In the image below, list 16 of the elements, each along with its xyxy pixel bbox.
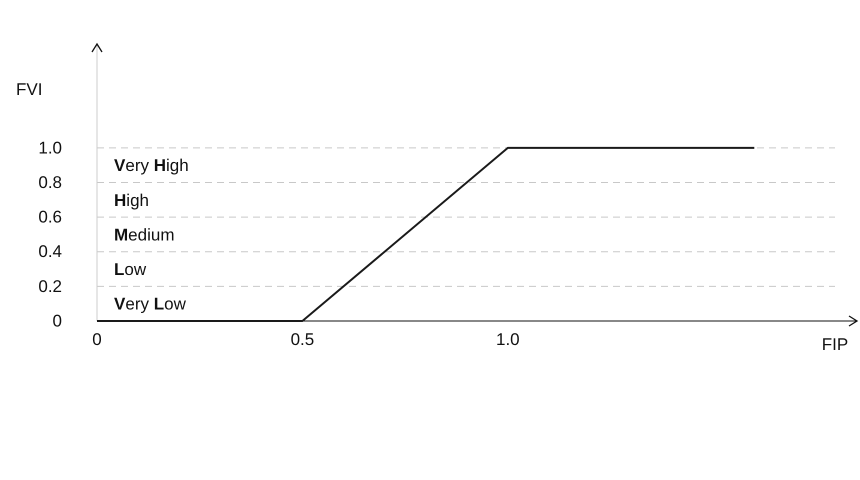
y-tick-label: 0.8 [38, 172, 62, 192]
y-tick-label: 0.2 [38, 276, 62, 296]
y-tick-label: 0.4 [38, 242, 62, 262]
annotation: Low [114, 260, 147, 280]
annotation: Very Low [114, 294, 187, 314]
y-tick-label: 0 [52, 311, 62, 330]
annotation: Medium [114, 225, 175, 244]
y-tick-label: 1.0 [38, 138, 62, 158]
x-tick-label: 0.5 [290, 330, 314, 350]
x-tick-label: 1.0 [496, 330, 520, 350]
x-tick-label: 0 [92, 330, 102, 350]
x-axis-title: FIP [822, 335, 848, 354]
annotation: High [114, 190, 149, 210]
y-axis-title: FVI [16, 80, 42, 99]
y-tick-label: 0.6 [38, 208, 62, 227]
annotation: Very High [114, 156, 189, 176]
